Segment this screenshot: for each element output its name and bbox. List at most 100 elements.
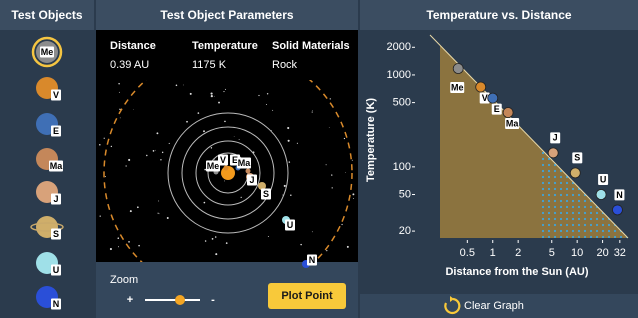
clear-button-label[interactable]: Clear Graph — [464, 300, 524, 312]
x-tick-label: 2 — [515, 247, 521, 259]
x-axis-label: Distance from the Sun (AU) — [445, 266, 588, 278]
star — [288, 140, 290, 142]
star — [223, 91, 224, 92]
star — [326, 164, 327, 165]
star — [225, 89, 226, 90]
data-point — [596, 190, 606, 200]
star — [183, 85, 184, 86]
object-label: Me — [41, 47, 54, 57]
star — [341, 224, 342, 225]
y-tick-label: 500 — [393, 97, 411, 109]
point-label: J — [553, 133, 558, 143]
star — [118, 83, 119, 84]
star — [198, 112, 200, 114]
object-label: S — [53, 229, 59, 239]
star — [211, 147, 212, 148]
zoom-out[interactable]: - — [211, 294, 215, 306]
star — [105, 176, 106, 177]
star — [224, 181, 225, 182]
orbit-label: U — [287, 220, 294, 230]
star — [211, 93, 213, 95]
star — [347, 246, 349, 248]
x-tick-label: 0.5 — [460, 247, 475, 259]
star — [258, 95, 259, 96]
star — [160, 159, 161, 160]
star — [312, 231, 313, 232]
data-point — [570, 168, 580, 178]
star — [241, 197, 242, 198]
star — [300, 244, 301, 245]
star — [215, 236, 217, 238]
star — [234, 136, 235, 137]
point-label: V — [482, 93, 488, 103]
y-tick-label: 1000 — [387, 69, 411, 81]
star — [345, 172, 346, 173]
star — [284, 185, 286, 187]
star — [137, 206, 139, 208]
star — [156, 132, 158, 134]
x-tick-label: 10 — [571, 247, 583, 259]
star — [128, 159, 130, 161]
data-point — [548, 148, 558, 158]
data-point — [612, 205, 622, 215]
star — [332, 187, 333, 188]
param-heading: Solid Materials — [272, 40, 350, 52]
star — [290, 195, 291, 196]
orbit-planet — [246, 169, 251, 174]
star — [331, 174, 332, 175]
panel-title: Test Object Parameters — [160, 8, 293, 22]
point-label: Ma — [506, 118, 519, 128]
star — [162, 152, 163, 153]
star — [99, 144, 101, 146]
point-label: U — [600, 174, 607, 184]
zoom-in[interactable]: + — [127, 294, 133, 306]
star — [352, 193, 354, 195]
star — [146, 155, 147, 156]
star — [215, 253, 217, 255]
star — [353, 198, 354, 199]
star — [272, 110, 273, 111]
y-tick-label: 2000 — [387, 41, 411, 53]
object-label: V — [53, 90, 59, 100]
star — [352, 160, 353, 161]
param-value: 1175 K — [192, 59, 227, 71]
star — [120, 117, 121, 118]
star — [176, 85, 178, 87]
star — [212, 238, 214, 240]
star — [218, 102, 220, 104]
data-point — [488, 93, 498, 103]
star — [158, 201, 159, 202]
star — [312, 110, 313, 111]
param-heading: Distance — [110, 40, 156, 52]
star — [211, 95, 213, 97]
star — [117, 237, 119, 239]
star — [289, 161, 290, 162]
zoom-knob[interactable] — [175, 295, 185, 305]
star — [329, 127, 330, 128]
y-axis-label: Temperature (K) — [365, 98, 377, 182]
star — [287, 127, 289, 129]
object-label: Ma — [50, 161, 63, 171]
star — [312, 112, 313, 113]
star — [224, 121, 226, 123]
star — [169, 143, 170, 144]
star — [330, 98, 331, 99]
star — [297, 143, 298, 144]
star — [133, 109, 134, 110]
plot-button-label: Plot Point — [281, 290, 333, 302]
y-tick-label: 50 — [399, 188, 411, 200]
data-point — [453, 64, 463, 74]
star — [119, 92, 120, 93]
star — [158, 213, 159, 214]
star — [111, 146, 112, 147]
object-label: E — [53, 126, 59, 136]
star — [126, 165, 127, 166]
star — [266, 104, 267, 105]
star — [203, 130, 205, 132]
orbit-label: Me — [207, 161, 220, 171]
star — [214, 96, 215, 97]
star — [190, 93, 192, 95]
star — [155, 150, 156, 151]
orbit-label: S — [263, 189, 269, 199]
star — [205, 240, 207, 242]
